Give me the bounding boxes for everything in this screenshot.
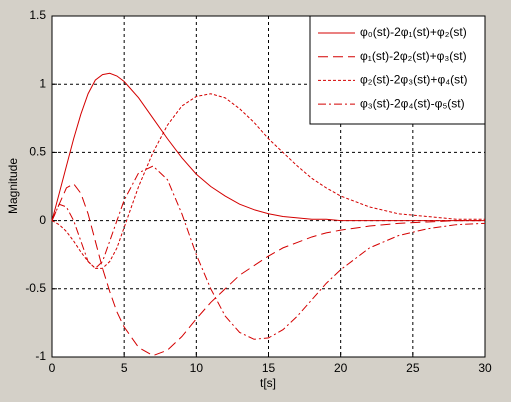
y-tick-label: -1 <box>35 349 46 363</box>
legend-label: φ₀(st)-2φ₁(st)+φ₂(st) <box>360 25 467 39</box>
legend-label: φ₂(st)-2φ₃(st)+φ₄(st) <box>360 73 467 87</box>
axes-frame <box>51 15 486 358</box>
x-axis-label: t[s] <box>260 376 276 390</box>
y-axis-label: Magnitude <box>6 158 20 214</box>
series-line <box>51 72 485 222</box>
legend-label: φ₃(st)-2φ₄(st)-φ₅(st) <box>360 96 465 110</box>
x-tick-label: 15 <box>262 361 276 375</box>
series-line <box>51 165 486 340</box>
x-tick-label: 10 <box>190 361 204 375</box>
x-tick-label: 20 <box>334 361 348 375</box>
y-tick-label: 0 <box>39 213 46 227</box>
x-tick-label: 0 <box>49 361 56 375</box>
x-tick-label: 5 <box>121 361 128 375</box>
series-line <box>51 183 485 357</box>
y-tick-label: 0.5 <box>29 145 46 159</box>
y-tick-label: -0.5 <box>25 281 46 295</box>
x-tick-label: 30 <box>478 361 492 375</box>
x-tick-label: 25 <box>406 361 420 375</box>
legend-box <box>309 15 486 125</box>
legend-label: φ₁(st)-2φ₂(st)+φ₃(st) <box>360 49 467 63</box>
y-tick-label: 1 <box>39 76 46 90</box>
y-tick-label: 1.5 <box>29 8 46 22</box>
